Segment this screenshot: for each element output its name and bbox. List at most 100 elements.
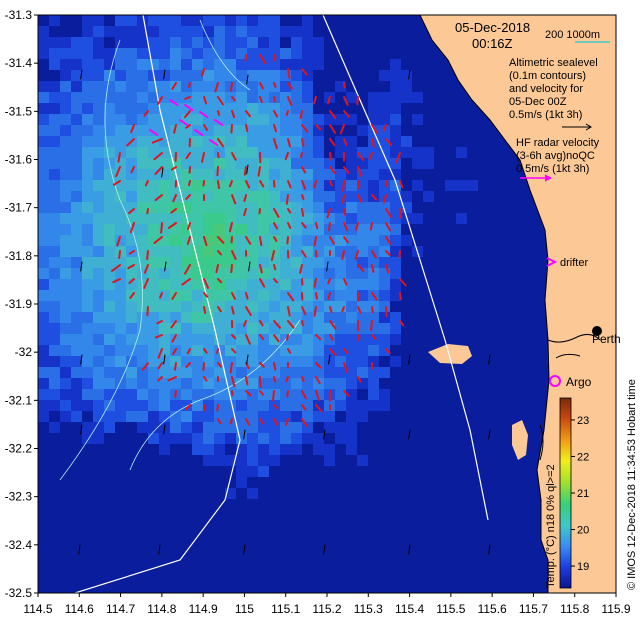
radar-vector [217,236,225,244]
radar-vector [209,139,219,147]
radar-vector [201,152,205,163]
radar-vector [385,306,388,318]
x-tick-label: 115.8 [560,602,589,616]
radar-vector [315,404,323,413]
radar-vector [259,320,264,327]
radar-vector [357,376,362,383]
radar-vector [343,222,349,232]
x-tick-label: 115 [235,602,254,616]
radar-vector [287,180,292,189]
radar-vector [172,348,177,356]
radar-vector [230,264,233,274]
radar-vector [231,152,237,161]
radar-vector [285,110,289,116]
radar-vector [202,180,205,187]
radar-vector [285,194,289,205]
radar-vector [343,208,347,216]
colorbar-gradient [559,397,572,589]
radar-vector [273,404,279,410]
radar-vector [167,222,177,229]
radar-vector [229,418,233,425]
radar-vector [329,306,333,314]
radar-vector [326,96,331,105]
radar-vector [273,138,278,150]
radar-vector [245,110,251,118]
sealevel-contour [129,319,301,471]
radar-vector [231,292,236,300]
altimetry-vector [246,164,249,175]
radar-vector [231,348,237,354]
radar-vector [356,96,359,106]
colorbar-title: Temp. (°C) n18 0% ql>=2 [545,464,557,588]
y-tick-label: -32.3 [5,490,33,504]
radar-vector [229,362,233,374]
radar-vector [146,208,149,215]
altimetry-vector [80,354,83,365]
radar-vector [399,180,404,189]
radar-vector [157,348,163,359]
radar-vector [370,320,373,332]
altimetry-vector [488,544,491,555]
radar-vector [185,404,191,411]
radar-vector [187,180,191,187]
radar-vector [185,152,191,160]
radar-vector [301,320,304,327]
radar-vector [301,418,308,427]
radar-vector [284,152,289,161]
radar-vector [273,82,277,89]
radar-vector [228,222,233,233]
radar-legend-line: 0.5m/s (1kt 3h) [516,163,589,175]
radar-vector [329,124,336,134]
radar-vector [301,194,305,201]
radar-vector [398,250,401,259]
altimetry-vector [328,354,331,365]
radar-vector [354,250,359,261]
radar-vector [371,138,375,148]
radar-vector [157,362,163,370]
radar-vector [231,96,236,102]
y-tick-label: -31.8 [5,249,33,263]
radar-vector [259,362,265,368]
radar-vector [259,54,267,65]
colorbar-tick-label: 22 [577,451,589,463]
radar-vector [273,110,279,118]
radar-vector [357,166,363,178]
radar-vector [143,278,149,289]
radar-vector [357,264,365,273]
radar-vector [259,236,263,247]
velocity-vectors [78,54,491,555]
radar-vector [315,222,319,230]
radar-vector [203,348,208,354]
x-tick-label: 115.1 [271,602,300,616]
radar-vector [273,320,281,329]
radar-vector [259,82,264,90]
radar-vector [354,222,359,232]
radar-vector [273,334,280,343]
altimetry-vector [408,354,411,365]
y-tick-label: -31.3 [5,8,33,22]
radar-legend-line: HF radar velocity [516,137,600,149]
radar-vector [203,236,208,247]
radar-vector [245,236,252,245]
radar-vector [273,54,276,62]
radar-vector [245,334,251,345]
radar-vector [112,180,121,186]
radar-vector [184,110,191,119]
y-tick-label: -31.7 [5,201,33,215]
radar-vector [327,292,331,300]
radar-vector [399,278,407,287]
radar-vector [301,306,307,316]
radar-vector [273,278,279,284]
y-tick-label: -32.4 [5,538,33,552]
radar-vector [259,390,265,396]
isobath-200m [322,15,489,521]
radar-vector [217,362,222,368]
radar-vector [215,264,219,274]
radar-vector [154,194,163,202]
map-time: 00:16Z [472,36,513,51]
x-tick-label: 114.9 [189,602,218,616]
radar-vector [143,110,149,117]
radar-vector [170,166,177,171]
radar-vector [385,180,388,188]
radar-vector [171,82,177,90]
